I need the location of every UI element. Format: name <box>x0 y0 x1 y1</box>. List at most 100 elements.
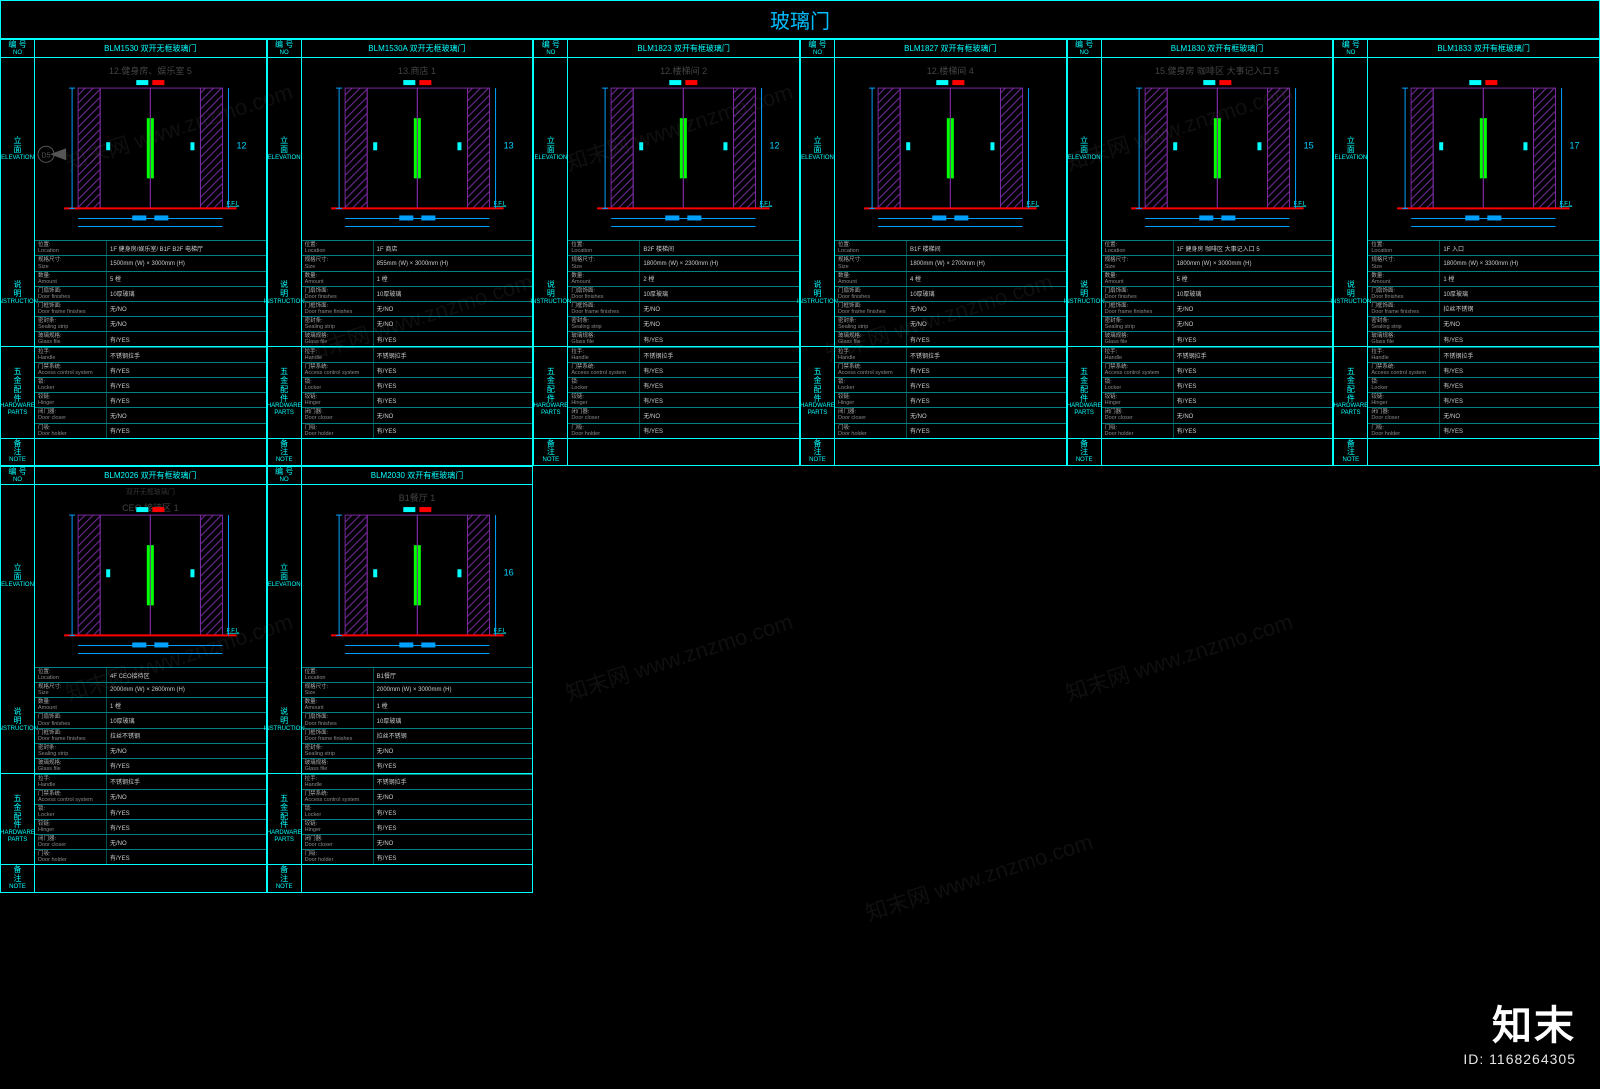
spec-key: 位置:Location <box>835 241 907 255</box>
spec-row-seal: 密封条:Sealing strip 无/NO <box>568 316 799 331</box>
spec-key: 门吸:Door holder <box>35 850 107 864</box>
instruction-block: 说 明INSTRUCTION 位置:Location 1F 健身房 咖啡区 大事… <box>1068 240 1333 346</box>
spec-key: 规格尺寸:Size <box>35 683 107 697</box>
card-header: 编 号NO BLM1827 双开有框玻璃门 <box>801 40 1066 58</box>
spec-key: 门框饰面:Door frame finishes <box>35 729 107 743</box>
spec-value: 有/YES <box>107 759 266 773</box>
spec-key: 闭门器:Door closer <box>568 408 640 422</box>
instruction-table: 位置:Location 1F 健身房 咖啡区 大事记入口 5 规格尺寸:Size… <box>1102 240 1333 346</box>
spec-key: 数量:Amount <box>302 698 374 712</box>
spec-key: 门吸:Door holder <box>1368 424 1440 438</box>
door-elevation-svg: F.F.L 15 <box>1102 58 1333 240</box>
spec-value: 1 樘 <box>374 272 533 286</box>
spec-key: 锁:Locker <box>835 378 907 392</box>
instruction-label: 说 明INSTRUCTION <box>1334 240 1368 346</box>
spec-key: 门禁系统:Access control system <box>1368 363 1440 377</box>
note-body <box>568 439 799 465</box>
spec-key: 锁:Locker <box>302 805 374 819</box>
elevation-row: 立 面ELEVATION 12.楼梯间 2 F.F.L <box>534 58 799 240</box>
spec-key: 拉手:Handle <box>302 348 374 362</box>
spec-value: 有/YES <box>640 332 799 346</box>
spec-key: 门吸:Door holder <box>1102 424 1174 438</box>
door-code: BLM2026 双开有框玻璃门 <box>35 467 266 484</box>
instruction-label: 说 明INSTRUCTION <box>1 240 35 346</box>
door-code: BLM1830 双开有框玻璃门 <box>1102 40 1333 57</box>
spec-row-seal: 密封条:Sealing strip 无/NO <box>302 316 533 331</box>
door-elevation-svg: F.F.L 16 <box>302 485 533 667</box>
spec-row-frame_fin: 门框饰面:Door frame finishes 无/NO <box>568 301 799 316</box>
spec-row-hinge: 铰链:Hinger 有/YES <box>1102 392 1333 407</box>
elevation-label: 立 面ELEVATION <box>801 58 835 240</box>
note-label: 备 注NOTE <box>534 439 568 465</box>
spec-value: 有/YES <box>374 332 533 346</box>
elevation-drawing: 12.健身房、娱乐室 5 F.F.L 12 <box>35 58 266 240</box>
spec-row-size: 规格尺寸:Size 1800mm (W) × 2700mm (H) <box>835 255 1066 270</box>
spec-row-holder: 门吸:Door holder 有/YES <box>1102 423 1333 438</box>
spec-key: 门吸:Door holder <box>302 424 374 438</box>
spec-value: 无/NO <box>374 790 533 804</box>
spec-key: 门框饰面:Door frame finishes <box>1102 302 1174 316</box>
spec-value: 855mm (W) × 3000mm (H) <box>374 256 533 270</box>
door-card: 编 号NO BLM1830 双开有框玻璃门 立 面ELEVATION 15.健身… <box>1067 39 1334 466</box>
spec-value: 4F CEO接待区 <box>107 668 266 682</box>
spec-value: 有/YES <box>107 332 266 346</box>
instruction-table: 位置:Location 1F 商店 规格尺寸:Size 855mm (W) × … <box>302 240 533 346</box>
instruction-block: 说 明INSTRUCTION 位置:Location 1F 健身房/娱乐室/ B… <box>1 240 266 346</box>
spec-row-qty: 数量:Amount 5 樘 <box>1102 271 1333 286</box>
spec-key: 门吸:Door holder <box>35 424 107 438</box>
hardware-label: 五 金 配 件HARDWARE PARTS <box>268 774 302 865</box>
spec-value: 有/YES <box>374 363 533 377</box>
spec-key: 铰链:Hinger <box>568 393 640 407</box>
hardware-block: 五 金 配 件HARDWARE PARTS 拉手:Handle 不锈钢拉手 门禁… <box>534 346 799 438</box>
spec-row-frame_fin: 门框饰面:Door frame finishes 无/NO <box>1102 301 1333 316</box>
note-body <box>1368 439 1599 465</box>
spec-value: 有/YES <box>107 424 266 438</box>
spec-value: 有/YES <box>374 820 533 834</box>
spec-row-access: 门禁系统:Access control system 有/YES <box>835 362 1066 377</box>
spec-row-size: 规格尺寸:Size 1800mm (W) × 2300mm (H) <box>568 255 799 270</box>
spec-value: 有/YES <box>1174 424 1333 438</box>
spec-key: 密封条:Sealing strip <box>302 317 374 331</box>
spec-key: 门扇饰面:Door finishes <box>1368 287 1440 301</box>
card-header: 编 号NO BLM1823 双开有框玻璃门 <box>534 40 799 58</box>
spec-row-door_fin: 门扇饰面:Door finishes 10厚玻璃 <box>568 286 799 301</box>
card-header: 编 号NO BLM2030 双开有框玻璃门 <box>268 467 533 485</box>
no-label: 编 号NO <box>268 467 302 484</box>
hardware-table: 拉手:Handle 不锈钢拉手 门禁系统:Access control syst… <box>302 347 533 438</box>
card-header: 编 号NO BLM1530 双开无框玻璃门 <box>1 40 266 58</box>
hardware-block: 五 金 配 件HARDWARE PARTS 拉手:Handle 不锈钢拉手 门禁… <box>1334 346 1599 438</box>
spec-value: 无/NO <box>1440 408 1599 422</box>
spec-key: 门吸:Door holder <box>302 850 374 864</box>
spec-key: 铰链:Hinger <box>35 393 107 407</box>
spec-row-glass: 玻璃规格:Glass file 有/YES <box>1102 331 1333 346</box>
spec-row-closer: 闭门器:Door closer 无/NO <box>35 407 266 422</box>
spec-key: 闭门器:Door closer <box>302 408 374 422</box>
spec-row-frame_fin: 门框饰面:Door frame finishes 拉丝不锈钢 <box>302 728 533 743</box>
card-header: 编 号NO BLM2026 双开有框玻璃门 <box>1 467 266 485</box>
spec-row-door_fin: 门扇饰面:Door finishes 10厚玻璃 <box>1368 286 1599 301</box>
spec-row-hinge: 铰链:Hinger 有/YES <box>835 392 1066 407</box>
spec-value: 有/YES <box>640 363 799 377</box>
spec-key: 门禁系统:Access control system <box>302 790 374 804</box>
elevation-row: 立 面ELEVATION 12.健身房、娱乐室 5 F.F.L <box>1 58 266 240</box>
hardware-label: 五 金 配 件HARDWARE PARTS <box>268 347 302 438</box>
spec-value: 无/NO <box>640 408 799 422</box>
elevation-drawing: 12.楼梯间 2 F.F.L 12 <box>568 58 799 240</box>
spec-row-handle: 拉手:Handle 不锈钢拉手 <box>835 347 1066 362</box>
spec-key: 位置:Location <box>1102 241 1174 255</box>
spec-value: 不锈钢拉手 <box>640 348 799 362</box>
hardware-table: 拉手:Handle 不锈钢拉手 门禁系统:Access control syst… <box>1368 347 1599 438</box>
svg-text:12: 12 <box>237 141 247 151</box>
hardware-table: 拉手:Handle 不锈钢拉手 门禁系统:Access control syst… <box>35 347 266 438</box>
spec-key: 位置:Location <box>1368 241 1440 255</box>
spec-key: 玻璃规格:Glass file <box>1102 332 1174 346</box>
hardware-table: 拉手:Handle 不锈钢拉手 门禁系统:Access control syst… <box>302 774 533 865</box>
spec-key: 铰链:Hinger <box>302 393 374 407</box>
elevation-row: 立 面ELEVATION 15.健身房 咖啡区 大事记入口 5 F.F.L <box>1068 58 1333 240</box>
spec-value: 无/NO <box>107 408 266 422</box>
note-label: 备 注NOTE <box>1068 439 1102 465</box>
spec-row-lock: 锁:Locker 有/YES <box>302 804 533 819</box>
spec-row-handle: 拉手:Handle 不锈钢拉手 <box>302 774 533 789</box>
door-card: 编 号NO BLM1833 双开有框玻璃门 立 面ELEVATION <box>1333 39 1600 466</box>
note-row: 备 注NOTE <box>534 438 799 465</box>
